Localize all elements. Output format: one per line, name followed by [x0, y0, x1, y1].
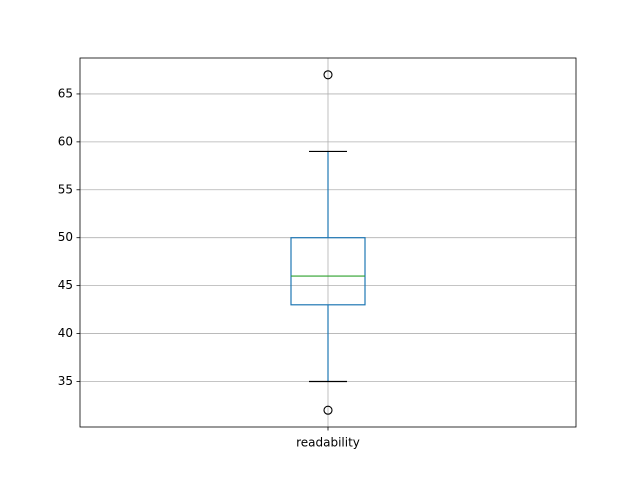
- flier: [323, 405, 333, 415]
- y-tick-label: 60: [58, 134, 73, 148]
- y-tick-label: 40: [58, 326, 73, 340]
- plot-frame: [79, 57, 577, 428]
- y-tick-label: 45: [58, 278, 73, 292]
- y-tick-label: 50: [58, 230, 73, 244]
- y-tick-label: 65: [58, 86, 73, 100]
- x-tick-label: readability: [296, 436, 360, 450]
- y-tick-label: 55: [58, 182, 73, 196]
- flier: [323, 70, 333, 80]
- box: [290, 237, 366, 306]
- y-tick-label: 35: [58, 374, 73, 388]
